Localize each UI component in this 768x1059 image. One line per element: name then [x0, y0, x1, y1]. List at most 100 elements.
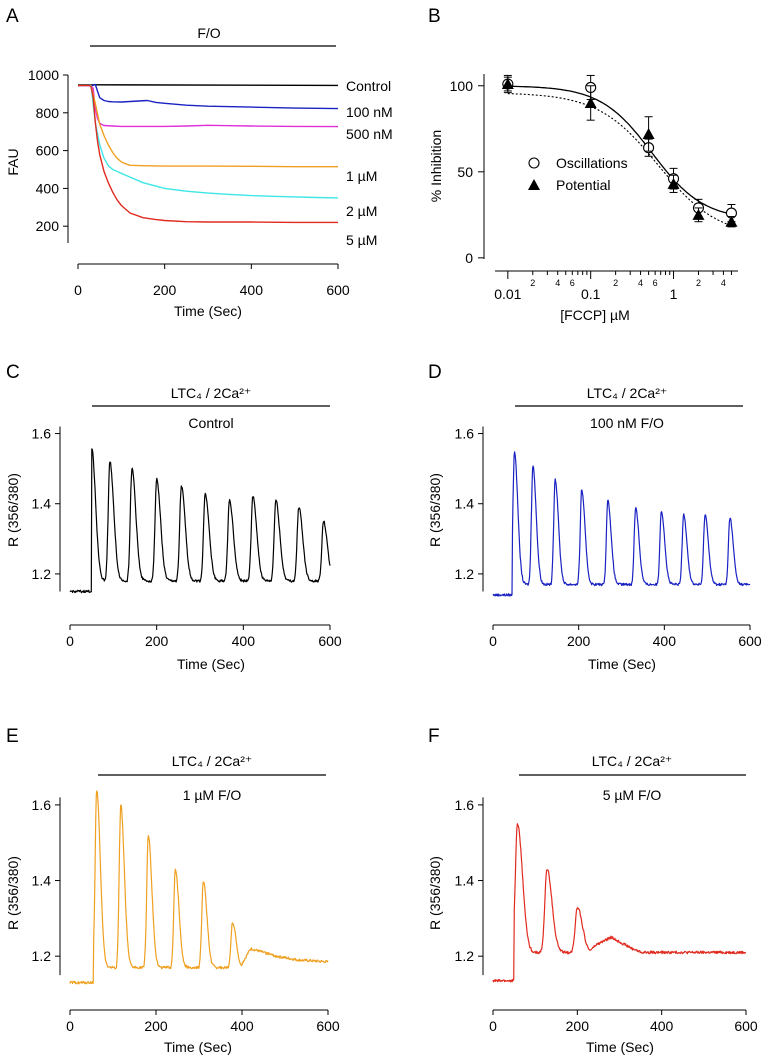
panel-e-chart: LTC₄ / 2Ca²⁺ 1 µM F/O Time (Sec) R (356/… — [5, 753, 340, 1055]
panel-f-chart: LTC₄ / 2Ca²⁺ 5 µM F/O Time (Sec) R (356/… — [427, 753, 758, 1055]
panel-e-ytick-label: 1.2 — [32, 948, 52, 964]
panel-b-ylabel: % Inhibition — [428, 130, 444, 202]
panel-letter-f: F — [428, 726, 440, 747]
panel-b-xtick-minor-label: 2 — [613, 278, 618, 288]
panel-a-xtick-label: 400 — [240, 282, 264, 298]
panel-c-chart: LTC₄ / 2Ca²⁺ Control Time (Sec) R (356/3… — [5, 385, 342, 672]
panel-f-ylabel: R (356/380) — [427, 856, 443, 930]
panel-f-trace — [492, 823, 747, 983]
panel-a-ytick-label: 1000 — [28, 67, 59, 83]
panel-e-condition-label: 1 µM F/O — [183, 787, 242, 803]
panel-a-series-500-nm — [78, 85, 339, 128]
panel-e-ytick-label: 1.4 — [32, 873, 52, 889]
panel-b-potential-point — [725, 215, 738, 227]
panel-a-ytick-label: 600 — [36, 143, 60, 159]
panel-b-xtick-minor-label: 6 — [570, 278, 575, 288]
panel-d-ytick-label: 1.6 — [455, 426, 475, 442]
panel-b-potential-point — [584, 96, 597, 108]
panel-a-ytick-label: 200 — [36, 218, 60, 234]
panel-d-xtick-label: 0 — [489, 633, 497, 649]
panel-c-ytick-label: 1.6 — [32, 426, 52, 442]
panel-letter-b: B — [428, 6, 441, 27]
panel-d-ytick-label: 1.4 — [455, 496, 475, 512]
panel-c-xtick-label: 200 — [145, 633, 169, 649]
panel-a-series-2-um — [78, 84, 339, 199]
panel-c-condition-label: Control — [188, 415, 233, 431]
panel-f-ytick-label: 1.6 — [455, 797, 475, 813]
panel-d-xtick-label: 400 — [653, 633, 677, 649]
panel-b-potential-point — [501, 78, 514, 90]
panel-b-xtick-label: 0.01 — [494, 286, 521, 302]
panel-e-trace — [69, 790, 329, 985]
panel-letter-c: C — [6, 362, 20, 383]
legend-label-potential: Potential — [556, 177, 610, 193]
panel-c-xtick-label: 600 — [318, 633, 342, 649]
panel-b-ytick-label: 100 — [450, 78, 474, 94]
panel-d-ylabel: R (356/380) — [427, 473, 443, 547]
panel-e-xtick-label: 0 — [66, 1018, 74, 1034]
panel-a-stim-label: F/O — [197, 25, 220, 41]
panel-d-xtick-label: 200 — [567, 633, 591, 649]
panel-a-series-5-um — [78, 84, 338, 224]
panel-f-condition-label: 5 µM F/O — [603, 787, 662, 803]
panel-b-xlabel: [FCCP] µM — [560, 307, 630, 323]
panel-a-xtick-label: 0 — [74, 282, 82, 298]
panel-b-xtick-minor-label: 6 — [653, 278, 658, 288]
panel-d-xlabel: Time (Sec) — [588, 656, 656, 672]
panel-a-ytick-label: 800 — [36, 105, 60, 121]
panel-c-stim-label: LTC₄ / 2Ca²⁺ — [171, 385, 252, 401]
panel-a-legend-100nm: 100 nM — [346, 104, 393, 120]
panel-c-xtick-label: 0 — [66, 633, 74, 649]
panel-a-ytick-label: 400 — [36, 180, 60, 196]
panel-letter-a: A — [6, 6, 19, 27]
panel-f-xlabel: Time (Sec) — [586, 1039, 654, 1055]
panel-e-ytick-label: 1.6 — [32, 797, 52, 813]
panel-d-chart: LTC₄ / 2Ca²⁺ 100 nM F/O Time (Sec) R (35… — [427, 385, 762, 672]
legend-marker-potential — [528, 179, 540, 190]
panel-b-xtick-minor-label: 4 — [638, 278, 643, 288]
panel-a-xtick-label: 200 — [153, 282, 177, 298]
panel-f-ytick-label: 1.2 — [455, 948, 475, 964]
panel-a-series-1-um — [78, 84, 338, 168]
panel-c-ytick-label: 1.2 — [32, 566, 52, 582]
legend-marker-oscillations — [528, 157, 540, 169]
panel-letter-d: D — [428, 362, 442, 383]
panel-f-xtick-label: 400 — [650, 1018, 674, 1034]
panel-b-xtick-minor-label: 4 — [555, 278, 560, 288]
panel-b-xtick-minor-label: 2 — [696, 278, 701, 288]
panel-b-fit-potential — [507, 93, 732, 227]
panel-e-ylabel: R (356/380) — [5, 856, 21, 930]
panel-c-xtick-label: 400 — [232, 633, 256, 649]
panel-f-ytick-label: 1.4 — [455, 873, 475, 889]
panel-f-xtick-label: 0 — [489, 1018, 497, 1034]
panel-e-xtick-label: 400 — [230, 1018, 254, 1034]
panel-b-potential-point — [667, 177, 680, 189]
panel-e-stim-label: LTC₄ / 2Ca²⁺ — [172, 753, 253, 769]
panel-b-xtick-minor-label: 4 — [721, 278, 726, 288]
panel-a-legend-500nm: 500 nM — [346, 126, 393, 142]
panel-c-ylabel: R (356/380) — [5, 473, 21, 547]
panel-a-legend-control: Control — [346, 78, 391, 94]
panel-b-fit-oscillations — [507, 85, 732, 215]
panel-f-stim-label: LTC₄ / 2Ca²⁺ — [592, 753, 673, 769]
panel-e-xlabel: Time (Sec) — [164, 1039, 232, 1055]
panel-e-xtick-label: 600 — [316, 1018, 340, 1034]
panel-a-xlabel: Time (Sec) — [174, 303, 242, 319]
panel-b-xtick-label: 0.1 — [581, 286, 601, 302]
panel-d-trace — [492, 451, 751, 597]
panel-a-ylabel: FAU — [5, 148, 21, 175]
panel-a-chart: F/O 0 200 400 600 200 400 600 800 1000 Time (Se… — [5, 25, 393, 319]
panel-b-ytick-label: 50 — [457, 164, 473, 180]
panel-e-xtick-label: 200 — [144, 1018, 168, 1034]
panel-d-ytick-label: 1.2 — [455, 566, 475, 582]
panel-c-ytick-label: 1.4 — [32, 496, 52, 512]
panel-a-legend-2um: 2 µM — [346, 203, 377, 219]
panel-b-ytick-label: 0 — [465, 250, 473, 266]
panel-c-xlabel: Time (Sec) — [177, 656, 245, 672]
panel-d-xtick-label: 600 — [738, 633, 762, 649]
panel-b-xtick-minor-label: 2 — [530, 278, 535, 288]
panel-f-xtick-label: 200 — [566, 1018, 590, 1034]
panel-letter-e: E — [6, 726, 19, 747]
